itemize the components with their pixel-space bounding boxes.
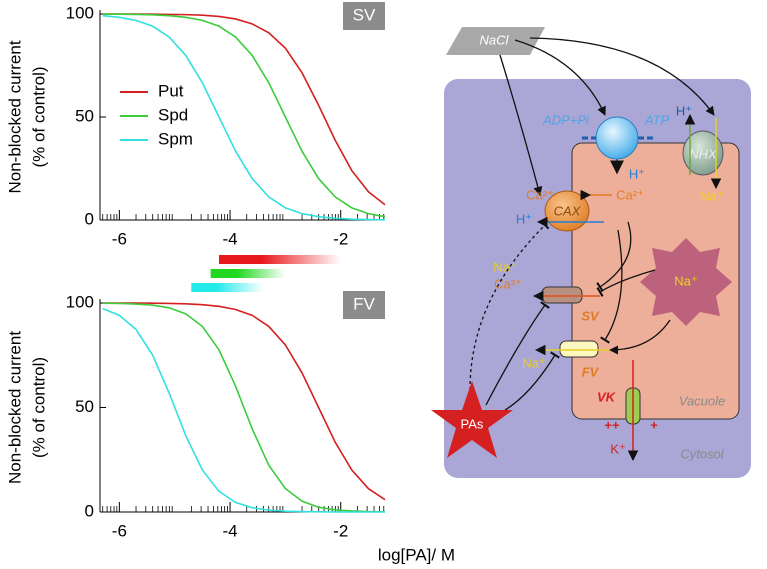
label: NaCl — [480, 32, 510, 47]
legend-label: Put — [158, 81, 184, 100]
inhibit — [600, 229, 623, 344]
label: Na⁺ — [700, 188, 723, 203]
y-axis-label: Non-blocked current — [5, 40, 24, 193]
legend-label: Spd — [158, 105, 188, 124]
annotation: SV — [353, 5, 376, 24]
series-line — [102, 302, 386, 501]
label: FV — [582, 364, 600, 379]
label: Vacuole — [679, 393, 726, 408]
x-tick-label: -2 — [333, 521, 348, 540]
sv-channel — [541, 286, 583, 304]
pump — [595, 116, 639, 160]
label: Ca²⁺ — [616, 187, 644, 202]
label: ++ — [604, 417, 620, 432]
label: Na⁺ — [493, 259, 516, 274]
x-tick-label: -4 — [222, 229, 237, 248]
arrow — [499, 54, 543, 196]
diagram: NaCl ADP+Pi ATP H⁺ NHX H⁺ Na⁺ CAX Ca²⁺ H… — [431, 27, 751, 478]
x-tick-label: -2 — [333, 229, 348, 248]
y-axis-label: Non-blocked current — [5, 331, 24, 484]
inhibit — [596, 221, 632, 292]
na-star — [640, 238, 732, 326]
label: Na⁺ — [522, 355, 545, 370]
fv-channel — [559, 340, 599, 358]
x-tick-label: -4 — [222, 521, 237, 540]
legend-label: Spm — [158, 129, 193, 148]
pas-star — [431, 381, 513, 458]
label: CAX — [554, 203, 582, 218]
y-tick-label: 100 — [66, 3, 94, 22]
label: H⁺ — [516, 211, 532, 226]
label: + — [650, 417, 658, 432]
label: ATP — [644, 112, 670, 127]
cax — [544, 190, 590, 232]
y-tick-label: 0 — [85, 501, 94, 520]
y-tick-label: 50 — [75, 397, 94, 416]
series-line — [102, 302, 386, 513]
label: Ca²⁺ — [526, 187, 554, 202]
label: K⁺ — [610, 441, 626, 456]
y-axis-label: (% of control) — [29, 357, 48, 458]
y-tick-label: 100 — [66, 292, 94, 311]
arrow — [609, 319, 671, 355]
y-tick-label: 0 — [85, 209, 94, 228]
series-line — [102, 307, 385, 513]
x-tick-label: -6 — [112, 521, 127, 540]
label: H⁺ — [676, 103, 692, 118]
range-bar — [218, 255, 341, 264]
label: NHX — [689, 146, 718, 161]
annotation-box — [343, 291, 385, 319]
label: PAs — [461, 416, 484, 431]
label: Na⁺ — [674, 273, 697, 288]
label: VK — [597, 389, 617, 404]
x-axis-label: log[PA]/ M — [378, 545, 455, 564]
label: ADP+Pi — [542, 112, 590, 127]
annotation-box — [343, 2, 385, 30]
annotation: FV — [353, 294, 375, 313]
nacl-box — [446, 27, 545, 55]
inhibit — [596, 269, 656, 297]
arrow — [514, 39, 606, 116]
range-bar — [191, 283, 264, 292]
label: Cytosol — [680, 446, 724, 461]
nhx — [682, 130, 724, 176]
inhibit — [485, 301, 550, 406]
series-line — [102, 14, 386, 221]
label: H⁺ — [629, 166, 645, 181]
range-bar — [210, 269, 286, 278]
y-axis-label: (% of control) — [29, 66, 48, 167]
y-tick-label: 50 — [75, 106, 94, 125]
series-line — [102, 13, 386, 206]
x-tick-label: -6 — [112, 229, 127, 248]
series-line — [102, 13, 386, 218]
charts: 0 50 100 -6 -4 -2 Non-blocked current (% of con… — [5, 2, 455, 564]
arrow — [529, 37, 715, 116]
label: SV — [581, 308, 600, 323]
inhibit — [504, 351, 560, 411]
